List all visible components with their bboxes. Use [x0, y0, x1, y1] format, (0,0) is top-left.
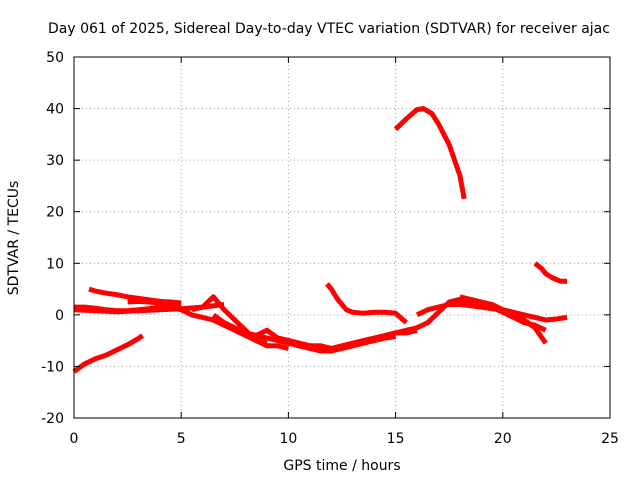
y-tick-label: 0 [55, 308, 64, 324]
plot-frame [73, 56, 611, 419]
y-tick-label: 20 [46, 205, 64, 221]
series-line-arc16 [393, 106, 467, 200]
series-line-arc5 [127, 298, 182, 309]
series-line-arc1 [72, 333, 145, 374]
x-tick-label: 15 [387, 431, 405, 447]
series-line-arc14 [415, 302, 568, 323]
x-axis-label: GPS time / hours [283, 458, 400, 474]
y-tick-label: 50 [46, 50, 64, 66]
x-tick-label: 20 [494, 431, 512, 447]
x-tick-label: 25 [601, 431, 619, 447]
x-tick-label: 10 [279, 431, 297, 447]
chart-title: Day 061 of 2025, Sidereal Day-to-day VTE… [48, 21, 610, 37]
series-line-arc15 [459, 294, 548, 345]
y-tick-label: -20 [41, 411, 64, 427]
x-tick-label: 5 [177, 431, 186, 447]
series-line-arc12 [325, 282, 408, 325]
y-tick-label: -10 [41, 359, 64, 375]
y-tick-label: 30 [46, 153, 64, 169]
series-layer [72, 106, 568, 374]
series-line-arc7 [191, 294, 289, 351]
y-tick-label: 40 [46, 102, 64, 118]
x-tick-label: 0 [70, 431, 79, 447]
y-axis-label: SDTVAR / TECUs [6, 181, 22, 296]
grid-lines [74, 57, 610, 418]
y-tick-label: 10 [46, 256, 64, 272]
series-line-arc17 [533, 261, 568, 284]
axis-ticks: 0 5 10 15 20 25 -20 -10 0 10 20 30 40 50 [41, 50, 619, 447]
